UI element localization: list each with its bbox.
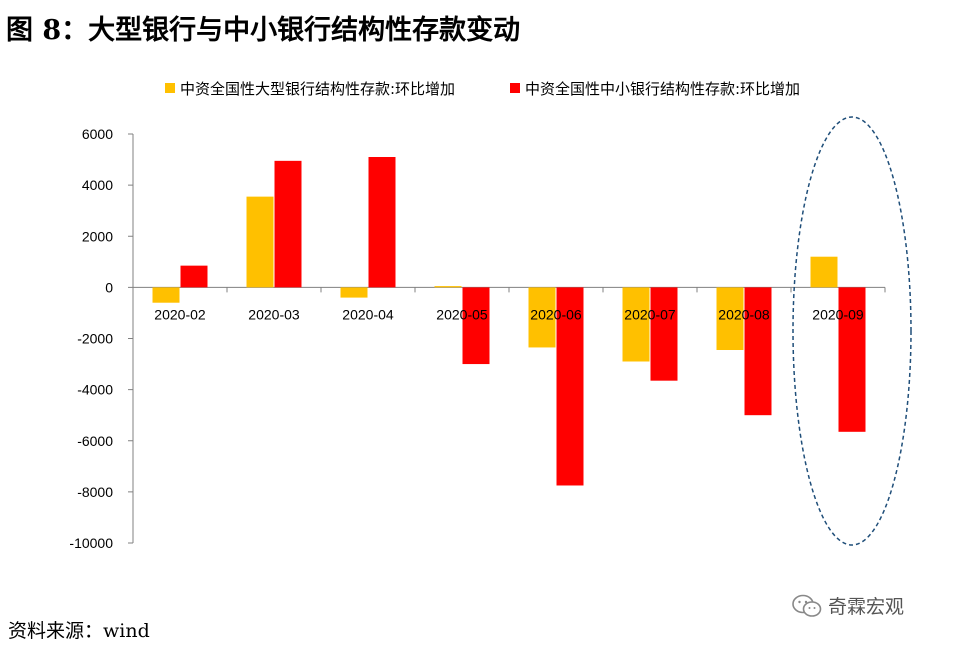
- bar-small-bank-2020-07: [650, 287, 678, 381]
- figure-title: 图 8：大型银行与中小银行结构性存款变动: [6, 15, 521, 46]
- bar-large-bank-2020-09: [810, 256, 838, 288]
- watermark: 奇霖宏观: [792, 592, 904, 619]
- bar-large-bank-2020-06: [528, 287, 556, 348]
- source-note: 资料来源：wind: [8, 620, 150, 642]
- bar-small-bank-2020-09: [838, 287, 866, 432]
- y-tick-label: 0: [105, 279, 113, 295]
- legend-swatch: [165, 83, 175, 93]
- y-tick-label: 6000: [82, 126, 113, 142]
- bar-small-bank-2020-05: [462, 287, 490, 365]
- bar-large-bank-2020-07: [622, 287, 650, 362]
- chart-bars: [152, 157, 866, 486]
- y-tick-label: 2000: [82, 228, 113, 244]
- bar-small-bank-2020-02: [180, 265, 208, 288]
- chart-legend: 中资全国性大型银行结构性存款:环比增加 中资全国性中小银行结构性存款:环比增加: [165, 80, 800, 98]
- bar-small-bank-2020-08: [744, 287, 772, 416]
- category-label: 2020-04: [342, 306, 394, 322]
- legend-swatch: [510, 83, 520, 93]
- category-label: 2020-08: [718, 306, 770, 322]
- bar-large-bank-2020-08: [716, 287, 744, 351]
- wechat-icon: [792, 594, 822, 617]
- category-labels: 2020-02 2020-03 2020-04 2020-05 2020-06 2020-…: [154, 306, 864, 322]
- bar-large-bank-2020-02: [152, 287, 180, 303]
- y-tick-label: 4000: [82, 177, 113, 193]
- watermark-text: 奇霖宏观: [828, 596, 905, 618]
- y-tick-label: -10000: [69, 535, 113, 551]
- highlight-ellipse-shape: [792, 116, 912, 546]
- bar-small-bank-2020-03: [274, 160, 302, 288]
- legend-label: 中资全国性中小银行结构性存款:环比增加: [525, 80, 800, 98]
- category-label: 2020-09: [812, 306, 864, 322]
- category-label: 2020-07: [624, 306, 676, 322]
- bar-small-bank-2020-06: [556, 287, 584, 486]
- highlight-ellipse: [792, 116, 912, 546]
- bar-small-bank-2020-04: [368, 157, 396, 288]
- y-tick-label: -8000: [77, 484, 113, 500]
- bar-large-bank-2020-04: [340, 287, 368, 298]
- legend-label: 中资全国性大型银行结构性存款:环比增加: [180, 80, 455, 98]
- category-label: 2020-02: [154, 306, 206, 322]
- y-tick-label: -6000: [77, 433, 113, 449]
- y-tick-label: -4000: [77, 382, 113, 398]
- bar-large-bank-2020-03: [246, 196, 274, 288]
- category-label: 2020-05: [436, 306, 488, 322]
- category-label: 2020-06: [530, 306, 582, 322]
- bar-large-bank-2020-05: [434, 286, 462, 288]
- category-label: 2020-03: [248, 306, 300, 322]
- y-tick-label: -2000: [77, 331, 113, 347]
